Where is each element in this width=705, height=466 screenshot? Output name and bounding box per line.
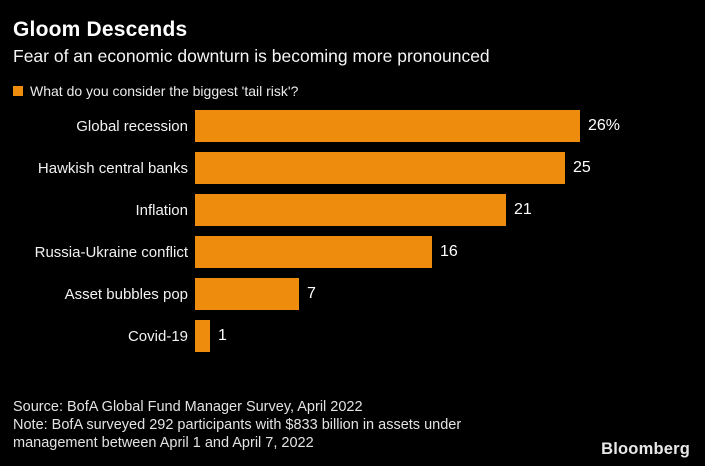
bar-track: 25 (195, 147, 705, 189)
source-line: Source: BofA Global Fund Manager Survey,… (13, 399, 363, 415)
legend-swatch-icon (13, 86, 23, 96)
bloomberg-logo: Bloomberg (601, 440, 690, 458)
bar (195, 278, 299, 310)
bar-row: Russia-Ukraine conflict 16 (0, 231, 705, 273)
bar-row: Covid-19 1 (0, 315, 705, 357)
bar-row: Global recession 26% (0, 105, 705, 147)
category-label: Global recession (76, 117, 188, 135)
bar-track: 7 (195, 273, 705, 315)
bar-track: 21 (195, 189, 705, 231)
legend: What do you consider the biggest 'tail r… (13, 83, 298, 99)
bar-chart: Global recession 26% Hawkish central banks… (0, 105, 705, 357)
note-line: Note: BofA surveyed 292 participants wit… (13, 416, 462, 451)
category-label: Asset bubbles pop (64, 285, 188, 303)
bar-row: Hawkish central banks 25 (0, 147, 705, 189)
chart-subtitle: Fear of an economic downturn is becoming… (13, 46, 490, 66)
bar (195, 110, 580, 142)
value-label: 16 (440, 243, 458, 260)
value-label: 26% (588, 117, 621, 134)
bar-track: 16 (195, 231, 705, 273)
bar (195, 152, 565, 184)
footer: Source: BofA Global Fund Manager Survey,… (13, 399, 513, 452)
category-label: Covid-19 (127, 327, 188, 345)
value-label: 7 (307, 285, 316, 302)
value-label: 1 (218, 327, 227, 344)
bar (195, 320, 210, 352)
chart-title: Gloom Descends (13, 18, 188, 41)
category-label: Russia-Ukraine conflict (34, 243, 188, 261)
bar-track: 1 (195, 315, 705, 357)
bar (195, 236, 432, 268)
bar-row: Asset bubbles pop 7 (0, 273, 705, 315)
category-label: Hawkish central banks (37, 159, 188, 177)
bar-track: 26% (195, 105, 705, 147)
value-label: 25 (573, 159, 591, 176)
bar (195, 194, 506, 226)
category-label: Inflation (135, 201, 188, 219)
bar-row: Inflation 21 (0, 189, 705, 231)
legend-label: What do you consider the biggest 'tail r… (30, 83, 299, 99)
value-label: 21 (514, 201, 532, 218)
